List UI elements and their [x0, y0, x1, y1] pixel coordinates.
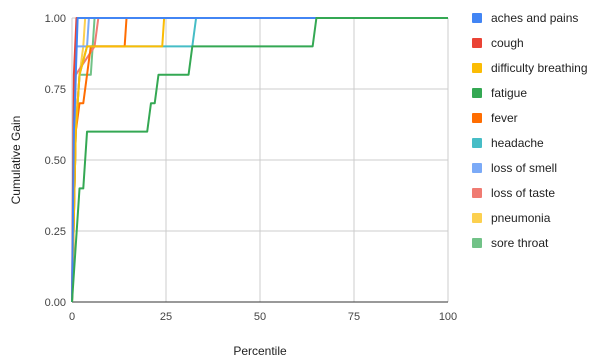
legend-swatch-loss-of-smell [472, 163, 482, 173]
legend-label-sore-throat: sore throat [491, 236, 549, 250]
y-axis-title: Cumulative Gain [9, 116, 23, 205]
legend-swatch-difficulty-breathing [472, 63, 482, 73]
legend-swatch-fever [472, 113, 482, 123]
series-line-aches-and-pains [71, 17, 448, 303]
legend: aches and pains cough difficulty breathing… [472, 11, 588, 250]
legend-label-cough: cough [491, 36, 524, 50]
series-line-fatigue [71, 17, 448, 303]
legend-label-difficulty-breathing: difficulty breathing [491, 61, 588, 75]
legend-label-aches-and-pains: aches and pains [491, 11, 578, 25]
y-tick-label: 0.50 [45, 155, 66, 167]
x-tick-label: 100 [439, 311, 457, 323]
legend-label-loss-of-taste: loss of taste [491, 186, 555, 200]
y-tick-label: 1.00 [45, 13, 66, 25]
legend-swatch-headache [472, 138, 482, 148]
legend-label-fever: fever [491, 111, 518, 125]
y-tick-label: 0.00 [45, 297, 66, 309]
gridlines [71, 17, 449, 303]
legend-label-pneumonia: pneumonia [491, 211, 551, 225]
tick-labels: 0 25 50 75 100 0.00 0.25 0.50 0.75 1.00 [45, 13, 458, 323]
x-tick-label: 50 [254, 311, 266, 323]
x-axis-title: Percentile [233, 344, 287, 356]
legend-swatch-aches-and-pains [472, 13, 482, 23]
legend-label-loss-of-smell: loss of smell [491, 161, 557, 175]
x-tick-label: 75 [348, 311, 360, 323]
y-tick-label: 0.25 [45, 226, 66, 238]
y-tick-label: 0.75 [45, 84, 66, 96]
x-tick-label: 0 [69, 311, 75, 323]
legend-swatch-cough [472, 38, 482, 48]
series-lines [71, 17, 448, 303]
legend-swatch-loss-of-taste [472, 188, 482, 198]
legend-swatch-pneumonia [472, 213, 482, 223]
legend-swatch-sore-throat [472, 238, 482, 248]
legend-label-headache: headache [491, 136, 544, 150]
legend-swatch-fatigue [472, 88, 482, 98]
x-tick-label: 25 [160, 311, 172, 323]
legend-label-fatigue: fatigue [491, 86, 527, 100]
